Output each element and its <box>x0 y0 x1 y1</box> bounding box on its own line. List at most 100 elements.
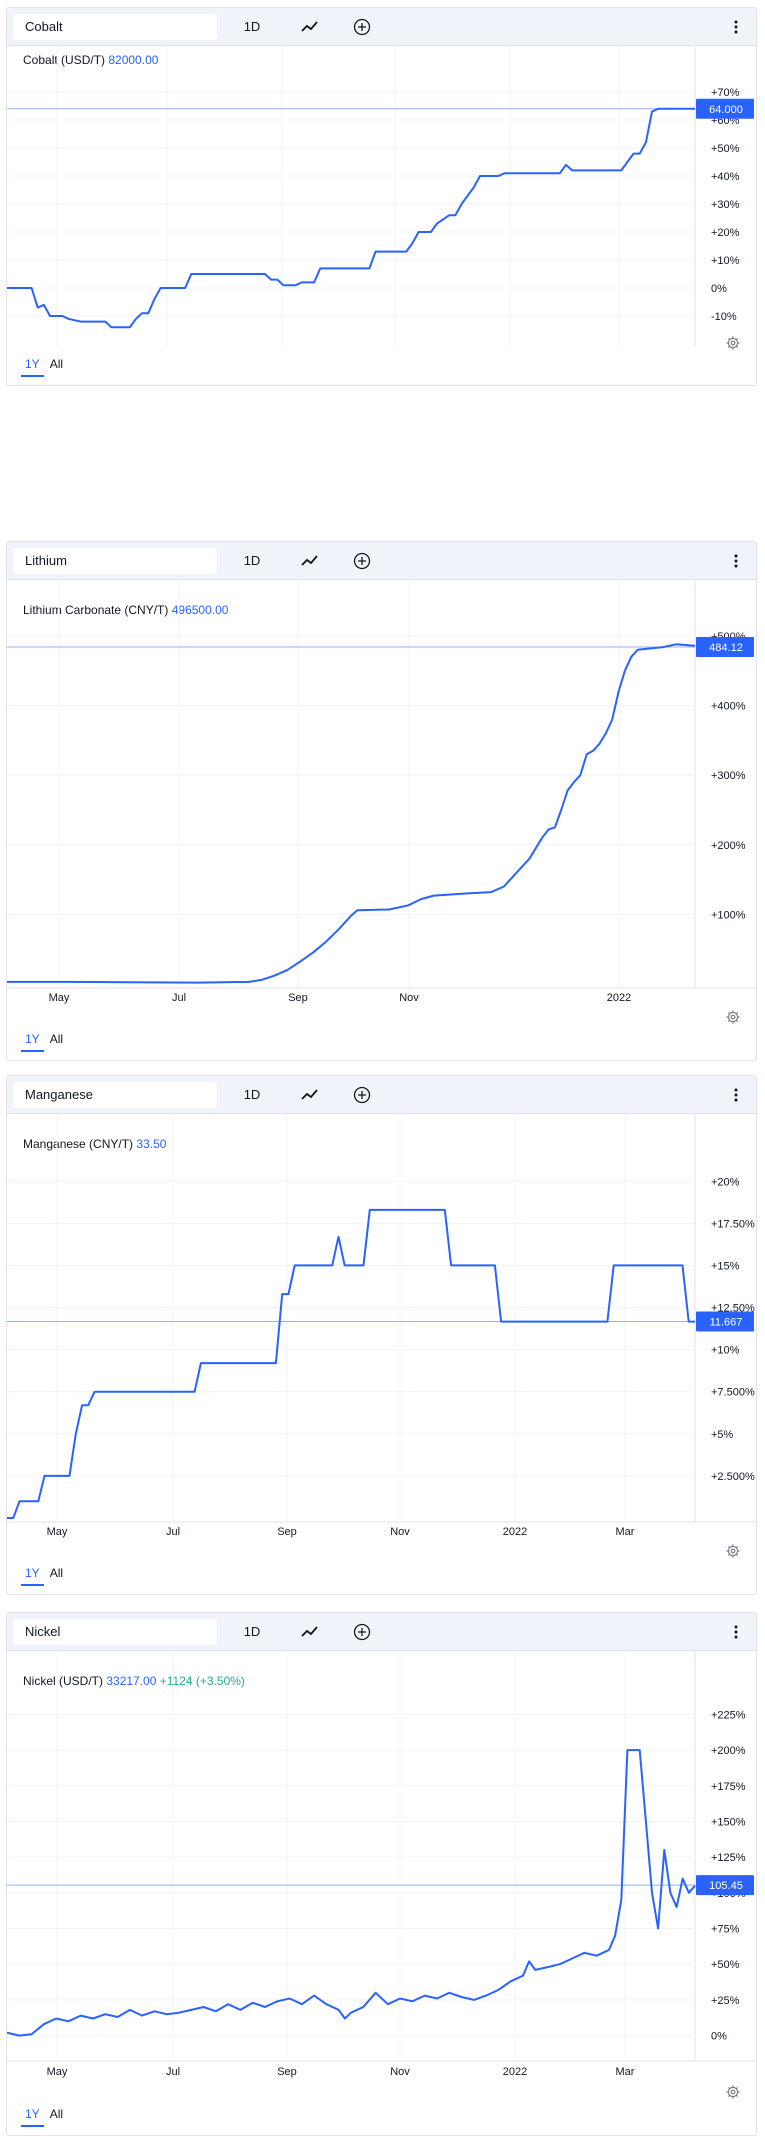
y-tick-label: +15% <box>711 1260 740 1272</box>
x-tick-label: Jul <box>166 1526 180 1538</box>
chart-style-icon[interactable] <box>297 14 323 40</box>
range-tabs: 1Y All <box>21 353 69 377</box>
legend-name: Nickel (USD/T) <box>23 1674 103 1688</box>
y-tick-label: +150% <box>711 1816 746 1828</box>
y-tick-label: +7.500% <box>711 1387 755 1399</box>
x-tick-label: 2022 <box>503 1526 527 1538</box>
price-line <box>7 643 696 984</box>
x-tick-label: Jul <box>166 2066 180 2078</box>
x-tick-label: Jul <box>172 992 186 1004</box>
symbol-search-input[interactable]: Cobalt <box>13 14 217 40</box>
y-tick-label: +50% <box>711 1959 740 1971</box>
y-tick-label: +75% <box>711 1924 740 1936</box>
toolbar: Nickel 1D <box>7 1613 756 1651</box>
range-tabs: 1Y All <box>21 1028 69 1052</box>
more-menu-icon[interactable] <box>730 14 742 40</box>
price-chart[interactable]: +225%+200%+175%+150%+125%+100%+75%+50%+2… <box>7 1651 756 2095</box>
x-tick-label: Nov <box>390 1526 410 1538</box>
price-chart[interactable]: +20% +17.50% +15% +12.50% +10% +7.500% +5% +2.5… <box>7 1114 756 1554</box>
range-tabs: 1Y All <box>21 2103 69 2127</box>
range-tab-1y[interactable]: 1Y <box>21 1562 44 1586</box>
x-tick-label: Nov <box>390 2066 410 2078</box>
last-price-label-bg <box>696 98 754 119</box>
last-price-label-bg <box>696 636 754 657</box>
settings-gear-icon[interactable] <box>726 336 740 355</box>
settings-gear-icon[interactable] <box>726 2085 740 2104</box>
interval-button[interactable]: 1D <box>243 1624 261 1639</box>
more-menu-icon[interactable] <box>730 1082 742 1108</box>
x-tick-label: Mar <box>616 1526 635 1538</box>
legend-name: Cobalt (USD/T) <box>23 53 106 67</box>
settings-gear-icon[interactable] <box>726 1544 740 1563</box>
price-line <box>7 107 695 329</box>
price-line <box>7 1208 695 1519</box>
toolbar: Cobalt 1D <box>7 8 756 46</box>
range-tab-1y[interactable]: 1Y <box>21 1028 44 1052</box>
y-tick-label: +20% <box>711 227 740 239</box>
symbol-search-input[interactable]: Manganese <box>13 1082 217 1108</box>
x-tick-label: May <box>47 1526 68 1538</box>
y-tick-label: +200% <box>711 1745 746 1757</box>
toolbar: Manganese 1D <box>7 1076 756 1114</box>
legend-change: +1124 (+3.50%) <box>159 1674 245 1688</box>
range-tab-all[interactable]: All <box>49 1032 64 1046</box>
chart-style-icon[interactable] <box>297 548 323 574</box>
price-chart[interactable]: +70%+60%+50%+40%+30%+20%+10%0%-10%MayJul… <box>7 46 756 346</box>
toolbar: Lithium 1D <box>7 542 756 580</box>
compare-plus-icon[interactable] <box>349 14 375 40</box>
interval-button[interactable]: 1D <box>243 19 261 34</box>
range-tab-1y[interactable]: 1Y <box>21 2103 44 2127</box>
x-tick-label: Mar <box>616 2066 635 2078</box>
interval-button[interactable]: 1D <box>243 1087 261 1102</box>
y-tick-label: -10% <box>711 311 737 323</box>
widget-cobalt: Cobalt 1D Cobalt (USD/T) 82000.00 +70% +6… <box>6 7 757 386</box>
compare-plus-icon[interactable] <box>349 1619 375 1645</box>
last-price-label: 105.45 <box>709 1880 743 1892</box>
symbol-search-input[interactable]: Nickel <box>13 1619 217 1645</box>
y-tick-label: +25% <box>711 1995 740 2007</box>
widget-manganese: Manganese 1D Manganese (CNY/T) 33.50 +20… <box>6 1075 757 1595</box>
y-tick-label: +200% <box>711 840 746 852</box>
y-tick-label: +10% <box>711 255 740 267</box>
y-tick-label: 0% <box>711 2031 727 2043</box>
price-chart[interactable]: +500%+400%+300%+200%+100%May Jul Sep Nov 202… <box>7 580 756 1020</box>
y-tick-label: +70% <box>711 87 740 99</box>
chart-legend: Cobalt (USD/T) 82000.00 <box>23 53 158 67</box>
more-menu-icon[interactable] <box>730 1619 742 1645</box>
y-tick-label: +5% <box>711 1429 734 1441</box>
chart-legend: Nickel (USD/T) 33217.00 +1124 (+3.50%) <box>23 1674 245 1688</box>
legend-price: 33.50 <box>136 1137 167 1151</box>
last-price-label: 64.000 <box>709 104 743 116</box>
y-tick-label: +225% <box>711 1709 746 1721</box>
range-tab-all[interactable]: All <box>49 2107 64 2121</box>
range-tab-all[interactable]: All <box>49 357 64 371</box>
widget-lithium: Lithium 1D Lithium Carbonate (CNY/T) 496… <box>6 541 757 1061</box>
y-tick-label: +40% <box>711 171 740 183</box>
compare-plus-icon[interactable] <box>349 1082 375 1108</box>
y-tick-label: +2.500% <box>711 1471 755 1483</box>
range-tab-1y[interactable]: 1Y <box>21 353 44 377</box>
price-line <box>7 1749 696 2037</box>
y-tick-label: +175% <box>711 1781 746 1793</box>
x-tick-label: May <box>49 992 70 1004</box>
last-price-label: 484.12 <box>709 642 743 654</box>
x-tick-label: Nov <box>399 992 419 1004</box>
last-price-label-bg <box>696 1311 754 1332</box>
range-tabs: 1Y All <box>21 1562 69 1586</box>
compare-plus-icon[interactable] <box>349 548 375 574</box>
legend-price: 82000.00 <box>108 53 159 67</box>
y-tick-label: +12.50% <box>711 1303 755 1315</box>
chart-style-icon[interactable] <box>297 1082 323 1108</box>
y-tick-label: +20% <box>711 1176 740 1188</box>
range-tab-all[interactable]: All <box>49 1566 64 1580</box>
interval-button[interactable]: 1D <box>243 553 261 568</box>
chart-style-icon[interactable] <box>297 1619 323 1645</box>
y-tick-label: +100% <box>711 909 746 921</box>
y-tick-label: +30% <box>711 199 740 211</box>
more-menu-icon[interactable] <box>730 548 742 574</box>
symbol-search-input[interactable]: Lithium <box>13 548 217 574</box>
settings-gear-icon[interactable] <box>726 1010 740 1029</box>
y-tick-label: +400% <box>711 701 746 713</box>
last-price-label-bg <box>696 1875 754 1896</box>
x-tick-label: Sep <box>277 2066 297 2078</box>
